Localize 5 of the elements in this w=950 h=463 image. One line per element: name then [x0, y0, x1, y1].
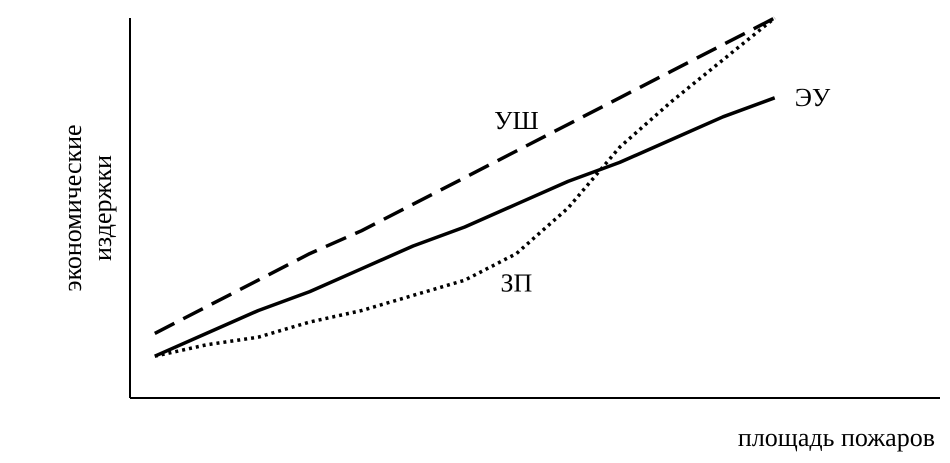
series-label: ЭУ: [794, 82, 831, 112]
series-label: УШ: [494, 106, 539, 135]
x-axis-title: площадь пожаров: [738, 423, 935, 452]
y-axis-title: экономические издержки: [58, 124, 117, 292]
series-label: ЗП: [500, 268, 533, 298]
